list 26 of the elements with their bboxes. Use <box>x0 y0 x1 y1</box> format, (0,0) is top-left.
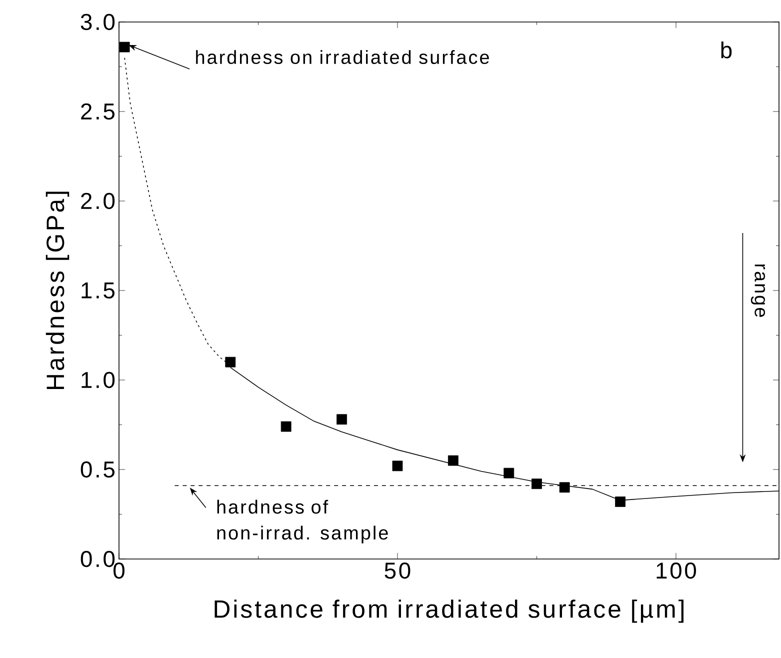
y-tick-label: 0.5 <box>80 461 114 478</box>
point <box>615 496 626 507</box>
y-tick-label: 3.0 <box>80 14 115 30</box>
annotation: hardness on irradiated surface <box>196 50 489 64</box>
y-tick-label: 0.0 <box>80 550 115 568</box>
y-tick-label: 1.0 <box>82 372 115 388</box>
x-axis-title: Distance from irradiated surface [µm] <box>214 600 684 623</box>
y-tick-label: 1.5 <box>82 282 114 298</box>
y-tick-label: 2.5 <box>81 103 114 120</box>
x-tick-label: 50 <box>384 562 410 579</box>
point <box>448 455 458 466</box>
y-axis-title: Hardness [GPa] <box>46 192 70 390</box>
point <box>336 414 347 425</box>
point <box>559 482 570 493</box>
y-tick-label: 2.0 <box>81 192 115 210</box>
point <box>119 42 130 52</box>
point <box>504 468 514 478</box>
annotation: hardness of non-irrad. sample <box>217 500 388 544</box>
point <box>225 356 236 368</box>
x-tick-label: 100 <box>656 562 696 579</box>
x-tick-label: 0 <box>114 562 124 579</box>
point <box>392 460 403 472</box>
annotation: range <box>750 264 766 317</box>
point <box>280 421 292 432</box>
annotation: b <box>721 42 732 58</box>
point <box>532 478 542 490</box>
